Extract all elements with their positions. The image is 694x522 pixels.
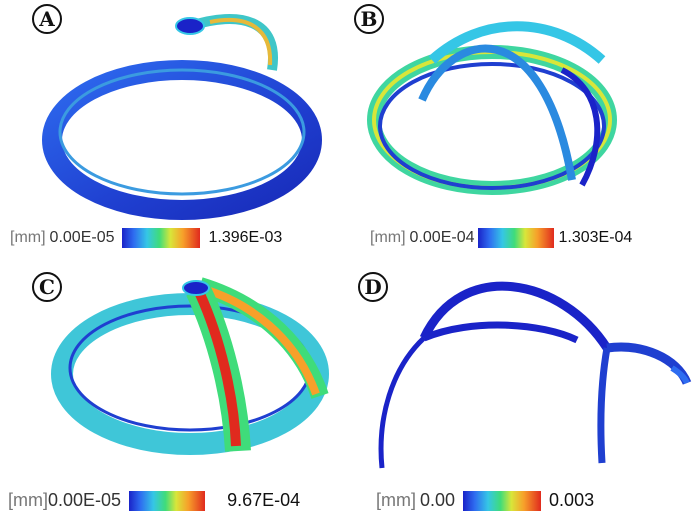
- panel-label-b: B: [354, 4, 384, 34]
- colorbar-c: [mm] 0.00E-05 9.67E-04: [8, 490, 300, 511]
- unit-label: [mm]: [376, 490, 416, 510]
- max-value: 1.303E-04: [558, 229, 633, 246]
- max-value: 1.396E-03: [208, 229, 283, 246]
- color-gradient-bar: [478, 228, 555, 248]
- color-gradient-bar: [463, 490, 542, 511]
- panel-label-a: A: [32, 4, 62, 34]
- unit-label: [mm]: [10, 229, 46, 246]
- unit-label: [mm]: [370, 229, 406, 246]
- color-gradient-bar: [129, 490, 206, 511]
- colorbar-d: [mm] 0.00 0.003: [376, 490, 594, 511]
- unit-label: [mm]: [8, 490, 48, 510]
- panel-b-ring-model: [367, 21, 617, 195]
- panel-d-frame-model: [378, 281, 692, 469]
- panel-c-ring-model: [51, 277, 329, 455]
- max-value: 9.67E-04: [227, 490, 301, 510]
- panel-label-d: D: [358, 272, 388, 302]
- min-value: 0.00E-04: [409, 229, 475, 246]
- min-value: 0.00E-05: [48, 490, 122, 510]
- colorbar-a: [mm] 0.00E-05 1.396E-03: [10, 228, 282, 248]
- min-value: 0.00E-05: [49, 229, 115, 246]
- color-gradient-bar: [122, 228, 201, 248]
- max-value: 0.003: [549, 490, 595, 510]
- colorbar-b: [mm] 0.00E-04 1.303E-04: [370, 228, 632, 248]
- min-value: 0.00: [420, 490, 456, 510]
- panel-label-c: C: [32, 272, 62, 302]
- panel-a-ring-model: [42, 14, 322, 220]
